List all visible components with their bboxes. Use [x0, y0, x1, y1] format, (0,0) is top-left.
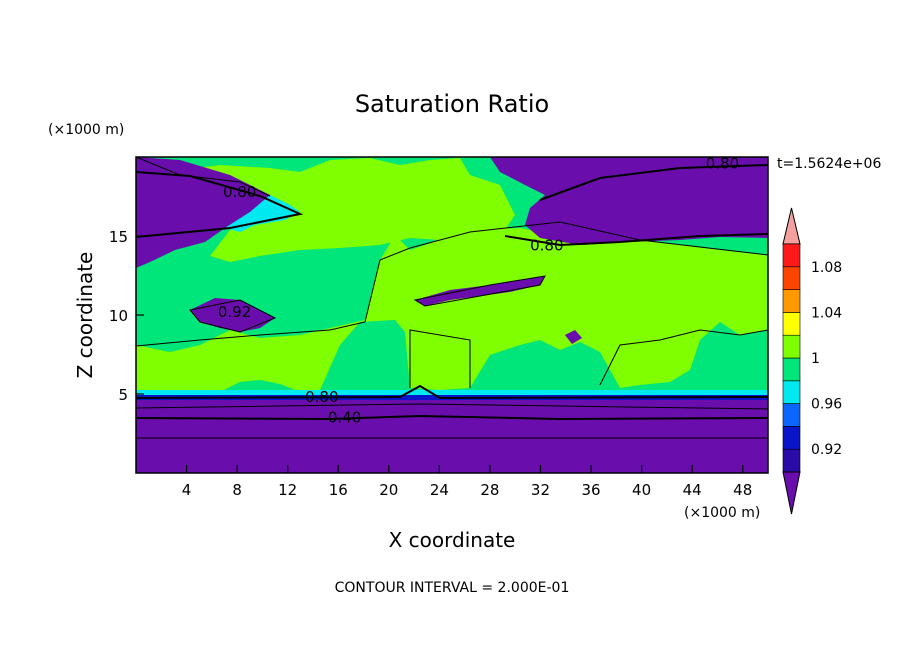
- x-tick-label: 20: [379, 481, 398, 499]
- contour-line: [539, 164, 769, 201]
- contour-label: 0.80: [223, 183, 256, 201]
- colorbar-tick-label: 1.04: [811, 305, 842, 321]
- x-tick-label: 36: [581, 481, 600, 499]
- contour-line: [135, 221, 769, 347]
- time-label: t=1.5624e+06: [777, 156, 881, 172]
- y-unit-label: (×1000 m): [48, 122, 124, 138]
- y-tick-label: 5: [118, 386, 128, 404]
- colorbar-swatch: [782, 266, 801, 290]
- contour-line: [135, 384, 769, 400]
- field-supersaturated-region: [136, 220, 768, 392]
- colorbar-tick-label: 0.92: [811, 442, 842, 458]
- colorbar-tick-label: 1.08: [811, 260, 842, 276]
- x-axis: 4 8 12 16 20 24 28 32 36 40 44 48: [182, 465, 752, 499]
- contour-label: 0.80: [706, 154, 739, 172]
- x-unit-label: (×1000 m): [684, 505, 760, 521]
- contour-line: [135, 156, 271, 197]
- contour-label: 0.80: [530, 236, 563, 254]
- x-tick-label: 28: [480, 481, 499, 499]
- contour-line: [135, 414, 769, 421]
- x-tick-label: 24: [430, 481, 449, 499]
- field-upper-dry-layer-left: [136, 157, 270, 268]
- colorbar-swatch: [782, 403, 801, 427]
- colorbar-swatch: [782, 289, 801, 313]
- contour-line: [599, 329, 769, 386]
- colorbar-upper-triangle: [782, 207, 801, 245]
- contour-line: [409, 329, 471, 388]
- field-dry-pocket-left: [190, 298, 275, 332]
- y-axis-label: Z coordinate: [73, 252, 97, 379]
- colorbar-swatch: [782, 357, 801, 382]
- x-tick-label: 40: [632, 481, 651, 499]
- y-tick-label: 10: [109, 307, 128, 325]
- colorbar-swatch: [782, 448, 801, 473]
- contour-interval-footer: CONTOUR INTERVAL = 2.000E-01: [335, 580, 570, 596]
- colorbar-swatch: [782, 380, 801, 404]
- y-axis: 5 10 15: [109, 228, 144, 404]
- x-tick-label: 48: [733, 481, 752, 499]
- colorbar-swatch: [782, 334, 801, 359]
- contour-line: [413, 275, 546, 307]
- plot-area: 0.800.400.800.800.800.92 4 8 12 16 20 24 28 32 3…: [109, 154, 769, 499]
- y-tick-label: 15: [109, 228, 128, 246]
- contour-labels: 0.80 0.40 0.80 0.80 0.80 0.92: [218, 154, 739, 426]
- contour-line: [189, 299, 277, 333]
- contour-label: 0.40: [328, 409, 361, 427]
- colorbar-tick-label: 1: [811, 351, 820, 367]
- field-dry-streak: [415, 276, 545, 306]
- x-axis-label: X coordinate: [389, 528, 516, 552]
- contour-line: [504, 233, 769, 247]
- x-tick-label: 32: [531, 481, 550, 499]
- contour-label: 0.92: [218, 303, 251, 321]
- chart-title: Saturation Ratio: [355, 90, 549, 118]
- field-dry-pocket-right: [565, 330, 582, 344]
- field-upper-supersaturated-region: [180, 158, 515, 262]
- x-tick-label: 16: [329, 481, 348, 499]
- contour-label: 0.80: [305, 388, 338, 406]
- colorbar-tick-label: 0.96: [811, 397, 842, 413]
- x-tick-label: 12: [278, 481, 297, 499]
- contour-line: [135, 403, 769, 410]
- colorbar-lower-triangle: [782, 471, 801, 515]
- field-upper-cyan-edge: [225, 195, 300, 232]
- field-lower-layer: [136, 396, 768, 473]
- x-tick-label: 8: [232, 481, 242, 499]
- contour-lines: [135, 156, 769, 439]
- colorbar-swatch: [782, 312, 801, 336]
- colorbar: 0.92 0.96 1 1.04 1.08: [782, 207, 842, 515]
- x-tick-label: 4: [182, 481, 192, 499]
- field-upper-dry-layer-right: [490, 157, 768, 245]
- x-tick-label: 44: [683, 481, 702, 499]
- colorbar-swatch: [782, 243, 801, 268]
- colorbar-swatch: [782, 426, 801, 450]
